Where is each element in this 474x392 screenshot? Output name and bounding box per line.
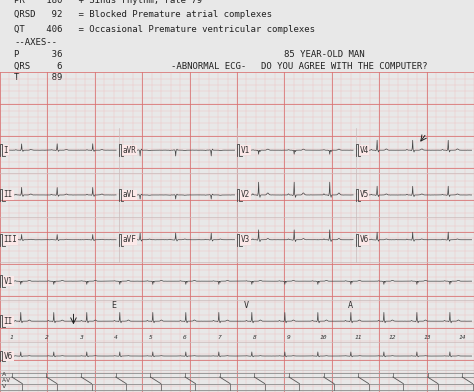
Text: 2: 2 [45, 334, 48, 339]
Text: I: I [4, 146, 9, 155]
Text: 13: 13 [424, 334, 431, 339]
Text: III: III [4, 235, 18, 244]
Text: V1: V1 [241, 146, 250, 155]
Text: QT    406   = Occasional Premature ventricular complexes: QT 406 = Occasional Premature ventricula… [14, 25, 315, 34]
Text: 6: 6 [183, 334, 187, 339]
Text: E: E [111, 301, 116, 310]
Text: V5: V5 [359, 191, 369, 200]
Text: aVF: aVF [122, 235, 136, 244]
Text: aVR: aVR [122, 146, 136, 155]
Text: 11: 11 [355, 334, 362, 339]
Text: A: A [2, 372, 7, 377]
Text: A-V: A-V [2, 378, 11, 383]
Text: V4: V4 [359, 146, 369, 155]
Text: 3: 3 [79, 334, 83, 339]
Text: T      89: T 89 [14, 73, 63, 82]
Text: 5: 5 [148, 334, 152, 339]
Text: II: II [4, 317, 13, 326]
Text: PR    180   + Sinus rhythm, rate 79: PR 180 + Sinus rhythm, rate 79 [14, 0, 202, 5]
Text: 7: 7 [218, 334, 221, 339]
Text: 12: 12 [389, 334, 397, 339]
Text: V: V [2, 384, 7, 389]
Text: 14: 14 [458, 334, 466, 339]
Text: --AXES--: --AXES-- [14, 38, 57, 47]
Text: II: II [4, 191, 13, 200]
Text: QRS     6: QRS 6 [14, 62, 63, 71]
Text: V6: V6 [4, 352, 13, 361]
Text: V: V [244, 301, 249, 310]
Text: V2: V2 [241, 191, 250, 200]
Text: V3: V3 [241, 235, 250, 244]
Text: 1: 1 [10, 334, 14, 339]
Text: V6: V6 [359, 235, 369, 244]
Text: 8: 8 [253, 334, 256, 339]
Text: aVL: aVL [122, 191, 136, 200]
Text: -ABNORMAL ECG-: -ABNORMAL ECG- [171, 62, 246, 71]
Text: A: A [348, 301, 353, 310]
Text: 4: 4 [114, 334, 118, 339]
Text: V1: V1 [4, 277, 13, 286]
Text: QRSD   92   = Blocked Premature atrial complexes: QRSD 92 = Blocked Premature atrial compl… [14, 11, 272, 20]
Text: P      36: P 36 [14, 50, 63, 59]
Text: 10: 10 [320, 334, 328, 339]
Text: DO YOU AGREE WITH THE COMPUTER?: DO YOU AGREE WITH THE COMPUTER? [261, 62, 428, 71]
Text: 9: 9 [287, 334, 291, 339]
Text: 85 YEAR-OLD MAN: 85 YEAR-OLD MAN [284, 50, 365, 59]
